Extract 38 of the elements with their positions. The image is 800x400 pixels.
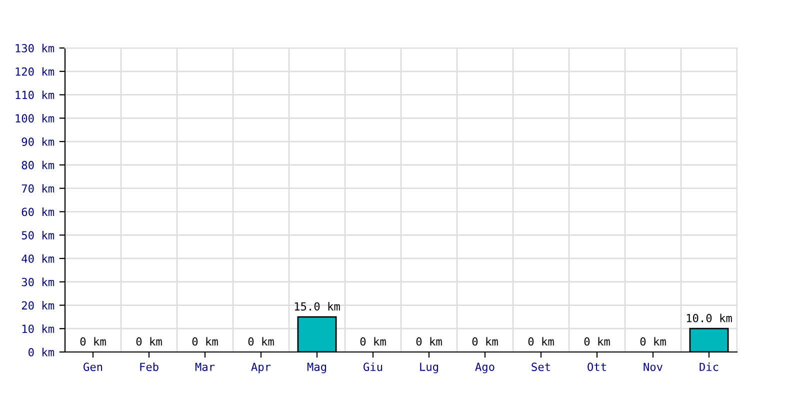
data-label: 0 km bbox=[80, 337, 106, 346]
x-tick-label: Feb bbox=[140, 362, 158, 372]
data-label: 15.0 km bbox=[294, 302, 340, 311]
x-tick-label: Nov bbox=[644, 362, 662, 372]
y-tick-label: 10 km bbox=[22, 324, 54, 334]
x-tick-label: Mag bbox=[307, 362, 326, 374]
data-label: 10.0 km bbox=[686, 314, 732, 322]
x-tick-label: Apr bbox=[251, 362, 271, 374]
data-label: 0 km bbox=[192, 337, 218, 346]
data-label: 0 km bbox=[248, 337, 274, 346]
data-label: 0 km bbox=[360, 337, 386, 346]
y-tick-label: 100 km bbox=[16, 114, 54, 123]
data-label: 0 km bbox=[416, 337, 442, 346]
y-tick-label: 90 km bbox=[22, 137, 54, 146]
y-tick-label: 110 km bbox=[16, 90, 54, 100]
y-tick-label: 70 km bbox=[22, 184, 54, 193]
y-tick-label: 130 km bbox=[16, 44, 54, 52]
y-tick-label: 80 km bbox=[22, 160, 54, 170]
x-tick-label: Set bbox=[532, 362, 550, 372]
x-tick-label: Dic bbox=[700, 362, 718, 372]
x-tick-label: Ott bbox=[588, 362, 606, 372]
y-tick-label: 0 km bbox=[28, 348, 54, 356]
data-label: 0 km bbox=[640, 337, 666, 346]
data-label: 0 km bbox=[528, 337, 554, 346]
x-tick-label: Lug bbox=[420, 362, 438, 374]
x-tick-label: Ago bbox=[475, 362, 494, 374]
x-tick-label: Mar bbox=[195, 362, 215, 372]
y-tick-label: 30 km bbox=[22, 278, 54, 286]
y-tick-label: 40 km bbox=[22, 254, 54, 263]
y-tick-label: 50 km bbox=[22, 230, 54, 240]
y-tick-label: 20 km bbox=[22, 301, 54, 310]
data-label: 0 km bbox=[472, 337, 498, 346]
y-tick-label: 60 km bbox=[22, 208, 54, 216]
x-tick-label: Giu bbox=[364, 362, 382, 372]
y-tick-label: 120 km bbox=[16, 67, 54, 76]
x-tick-label: Gen bbox=[84, 362, 102, 372]
data-label: 0 km bbox=[136, 337, 162, 346]
data-label: 0 km bbox=[584, 337, 610, 346]
